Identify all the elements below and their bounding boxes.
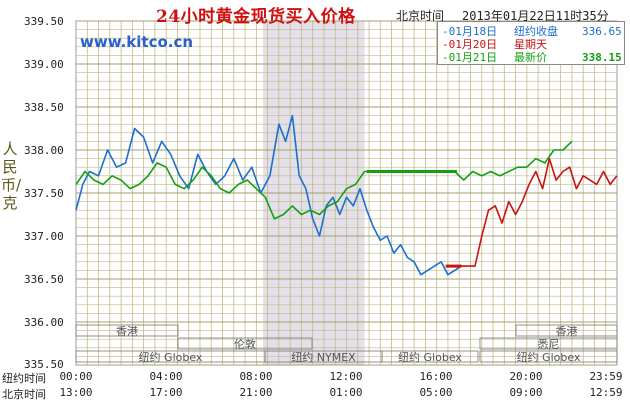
market-session-label: 悉尼: [538, 338, 560, 351]
bj-time-row-label: 北京时间: [2, 388, 46, 401]
beijing-time-label: 北京时间: [396, 9, 445, 23]
y-tick-label: 336.00: [24, 316, 64, 329]
series-line-01月18日: [75, 114, 462, 276]
legend-info: 星期天: [514, 38, 547, 51]
market-session-label: 香港: [556, 325, 578, 338]
series-line-01月20日: [454, 157, 618, 267]
x-tick-bj: 21:00: [239, 386, 273, 399]
ny-time-row-label: 纽约时间: [2, 372, 46, 385]
market-session-bar: [515, 324, 618, 337]
chart-legend: -01月18日 纽约收盘 336.65 -01月20日 星期天 -01月21日 最新价 3…: [437, 21, 625, 65]
legend-value: 336.65: [582, 25, 622, 38]
legend-row-jan21: -01月21日 最新价 338.15: [442, 49, 622, 65]
x-tick-bj: 05:00: [419, 386, 453, 399]
legend-row-jan20: -01月20日 星期天: [442, 36, 582, 52]
chart-title: 24小时黄金现货买入价格: [156, 7, 356, 27]
y-tick-label: 336.50: [24, 273, 64, 286]
legend-date: -01月20日: [442, 38, 498, 51]
y-tick-label: 335.50: [24, 358, 64, 371]
current-datetime: 2013年01月22日11时35分: [462, 9, 609, 23]
market-session-label: 纽约 NYMEX: [291, 350, 356, 364]
market-session-bar: [479, 350, 618, 363]
legend-value: 338.15: [582, 51, 622, 64]
x-tick-ny: 16:00: [419, 370, 453, 383]
x-tick-ny: 00:00: [59, 370, 93, 383]
y-axis-label: 人民币/克: [1, 140, 22, 212]
market-session-label: 纽约 Globex: [398, 350, 462, 364]
market-session-bar: [75, 324, 179, 337]
x-tick-bj: 13:00: [59, 386, 93, 399]
legend-date: -01月18日: [442, 25, 498, 38]
x-tick-bj: 09:00: [509, 386, 543, 399]
market-session-label: 香港: [116, 325, 138, 338]
legend-info: 最新价: [514, 51, 547, 64]
x-tick-bj: 01:00: [329, 386, 363, 399]
y-tick-label: 338.50: [24, 101, 64, 114]
market-session-bar: [479, 337, 618, 350]
x-tick-ny: 20:00: [509, 370, 543, 383]
market-session-bar: [381, 350, 479, 363]
y-tick-label: 337.00: [24, 230, 64, 243]
market-session-bar: [177, 337, 313, 350]
y-tick-label: 338.00: [24, 144, 64, 157]
x-tick-ny: 08:00: [239, 370, 273, 383]
legend-row-jan18: -01月18日 纽约收盘 336.65: [442, 23, 622, 39]
market-session-label: 伦敦: [234, 337, 256, 351]
x-tick-bj: 17:00: [149, 386, 183, 399]
kitco-watermark[interactable]: www.kitco.cn: [80, 33, 194, 51]
market-session-label: 纽约 Globex: [139, 350, 203, 364]
y-tick-label: 337.50: [24, 187, 64, 200]
x-tick-ny: 12:00: [329, 370, 363, 383]
legend-info: 纽约收盘: [514, 25, 558, 38]
x-tick-ny: 04:00: [149, 370, 183, 383]
series-line-01月21日: [75, 140, 573, 220]
x-tick-ny: 23:59: [589, 370, 623, 383]
market-session-label: 纽约 Globex: [517, 350, 581, 364]
y-tick-label: 339.00: [24, 58, 64, 71]
x-tick-bj: 12:59: [589, 386, 623, 399]
legend-date: -01月21日: [442, 51, 498, 64]
y-tick-label: 339.50: [24, 15, 64, 28]
